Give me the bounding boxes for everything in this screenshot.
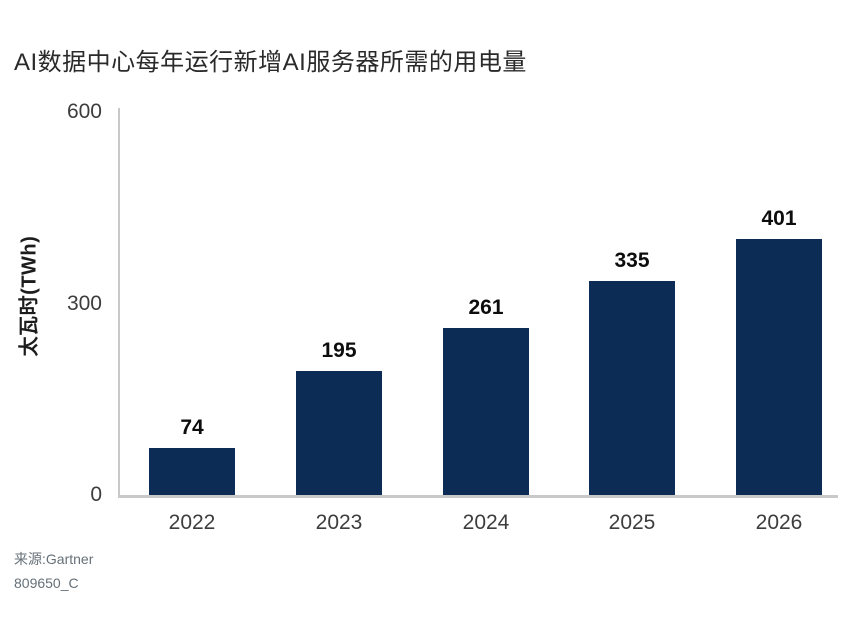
x-tick-label: 2026 (755, 511, 803, 534)
y-axis-label: 太瓦时(TWh) (18, 235, 41, 357)
bar-value-label: 401 (761, 207, 797, 230)
bar-2024 (443, 328, 529, 495)
bar-value-label: 261 (468, 296, 504, 319)
document-id-label: 809650_C (14, 575, 79, 591)
bar-value-label: 74 (180, 416, 204, 439)
y-tick-600: 600 (66, 100, 102, 123)
bar-value-label: 335 (614, 249, 650, 272)
x-tick-label: 2024 (462, 511, 510, 534)
x-axis-line (118, 495, 838, 498)
y-tick-300: 300 (66, 292, 102, 315)
bar-2026 (736, 239, 822, 495)
y-tick-0: 0 (90, 483, 102, 506)
x-tick-label: 2025 (608, 511, 656, 534)
x-tick-label: 2022 (168, 511, 216, 534)
bar-value-label: 195 (321, 339, 357, 362)
bar-2022 (149, 448, 235, 495)
source-label: 来源:Gartner (14, 551, 94, 567)
chart-title: AI数据中心每年运行新增AI服务器所需的用电量 (14, 49, 527, 76)
bar-2025 (589, 281, 675, 495)
y-axis-line (118, 108, 120, 498)
x-tick-label: 2023 (315, 511, 363, 534)
bar-2023 (296, 371, 382, 495)
